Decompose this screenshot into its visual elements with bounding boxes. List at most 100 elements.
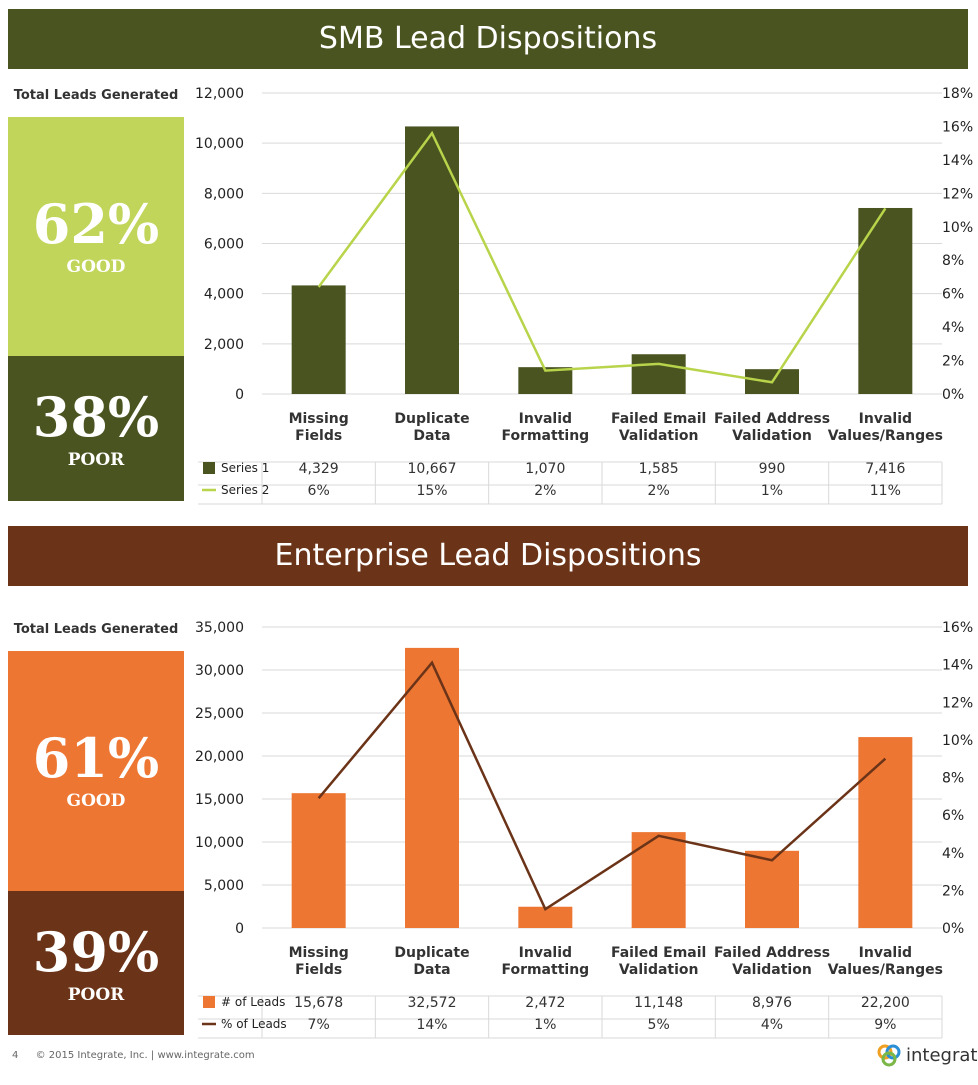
y-right-tick-label: 8%: [942, 253, 964, 269]
y-right-tick-label: 2%: [942, 354, 964, 370]
smb-poor-block: 38% POOR: [8, 356, 184, 501]
y-left-tick-label: 25,000: [195, 706, 244, 722]
table-value: 7,416: [865, 461, 905, 477]
bar: [858, 737, 913, 928]
y-right-tick-label: 8%: [942, 771, 964, 787]
table-value: 2,472: [525, 995, 565, 1011]
category-label: Duplicate Data: [394, 411, 469, 444]
smb-poor-percent: 38%: [32, 385, 160, 449]
integrate-logo: integrate: [876, 1042, 978, 1068]
table-value: 990: [759, 461, 786, 477]
table-value: 10,667: [408, 461, 457, 477]
y-right-tick-label: 18%: [942, 86, 973, 102]
y-left-tick-label: 5,000: [204, 878, 244, 894]
table-value: 2%: [534, 483, 556, 499]
series-line: [317, 130, 887, 384]
bar: [631, 832, 686, 928]
y-right-tick-label: 4%: [942, 846, 964, 862]
table-value: 9%: [874, 1017, 896, 1033]
category-label: Missing Fields: [289, 411, 349, 444]
category-label: Missing Fields: [289, 945, 349, 978]
bar: [518, 906, 573, 928]
legend-label: % of Leads: [221, 1017, 287, 1031]
table-value: 5%: [648, 1017, 670, 1033]
y-right-tick-label: 6%: [942, 287, 964, 303]
y-left-tick-label: 30,000: [195, 663, 244, 679]
table-value: 15%: [416, 483, 447, 499]
enterprise-banner: Enterprise Lead Dispositions: [8, 526, 968, 586]
page-number: 4: [12, 1050, 19, 1061]
enterprise-poor-label: POOR: [67, 985, 125, 1005]
y-left-tick-label: 0: [235, 921, 244, 937]
enterprise-poor-block: 39% POOR: [8, 891, 184, 1035]
enterprise-total-leads-label: Total Leads Generated: [13, 622, 179, 637]
table-value: 4%: [761, 1017, 783, 1033]
y-right-tick-label: 2%: [942, 883, 964, 899]
logo-text: integrate: [906, 1044, 978, 1066]
y-right-tick-label: 10%: [942, 733, 973, 749]
y-left-tick-label: 20,000: [195, 749, 244, 765]
legend-label: Series 1: [221, 461, 269, 475]
category-label: Invalid Values/Ranges: [828, 945, 943, 978]
category-label: Failed Email Validation: [611, 411, 706, 444]
y-right-tick-label: 14%: [942, 153, 973, 169]
bar: [405, 647, 459, 928]
series-line: [317, 660, 887, 912]
bar: [745, 850, 799, 928]
y-right-tick-label: 6%: [942, 808, 964, 824]
bar: [291, 793, 346, 928]
category-label: Failed Email Validation: [611, 945, 706, 978]
y-right-tick-label: 14%: [942, 658, 973, 674]
smb-good-label: GOOD: [66, 257, 126, 277]
category-label: Invalid Formatting: [501, 411, 589, 444]
y-left-tick-label: 35,000: [195, 620, 244, 636]
y-left-tick-label: 10,000: [195, 136, 244, 152]
y-left-tick-label: 0: [235, 387, 244, 403]
category-label: Invalid Values/Ranges: [828, 411, 943, 444]
table-value: 1%: [534, 1017, 556, 1033]
table-value: 7%: [308, 1017, 330, 1033]
enterprise-title: Enterprise Lead Dispositions: [274, 538, 702, 573]
table-value: 6%: [308, 483, 330, 499]
smb-banner: SMB Lead Dispositions: [8, 9, 968, 69]
y-right-tick-label: 16%: [942, 620, 973, 636]
table-value: 2%: [648, 483, 670, 499]
footer: 4 © 2015 Integrate, Inc. | www.integrate…: [12, 1050, 255, 1061]
y-right-tick-label: 12%: [942, 186, 973, 202]
table-value: 1,070: [525, 461, 565, 477]
table-value: 11,148: [634, 995, 683, 1011]
smb-good-block: 62% GOOD: [8, 117, 184, 356]
y-right-tick-label: 10%: [942, 220, 973, 236]
y-right-tick-label: 4%: [942, 320, 964, 336]
table-value: 1,585: [639, 461, 679, 477]
table-value: 8,976: [752, 995, 792, 1011]
y-left-tick-label: 6,000: [204, 237, 244, 253]
table-value: 11%: [870, 483, 901, 499]
smb-good-percent: 62%: [32, 192, 160, 256]
enterprise-good-percent: 61%: [32, 726, 160, 790]
enterprise-poor-percent: 39%: [32, 920, 160, 984]
legend-label: Series 2: [221, 483, 269, 497]
y-right-tick-label: 12%: [942, 695, 973, 711]
y-left-tick-label: 12,000: [195, 86, 244, 102]
category-label: Invalid Formatting: [501, 945, 589, 978]
category-label: Failed Address Validation: [714, 945, 830, 978]
bar: [858, 207, 913, 394]
y-left-tick-label: 10,000: [195, 835, 244, 851]
y-right-tick-label: 0%: [942, 921, 964, 937]
table-value: 15,678: [294, 995, 343, 1011]
legend-swatch-bar: [203, 462, 215, 474]
category-label: Duplicate Data: [394, 945, 469, 978]
enterprise-good-block: 61% GOOD: [8, 651, 184, 891]
y-left-tick-label: 8,000: [204, 186, 244, 202]
category-label: Failed Address Validation: [714, 411, 830, 444]
smb-poor-label: POOR: [67, 450, 125, 470]
table-value: 4,329: [299, 461, 339, 477]
enterprise-good-label: GOOD: [66, 791, 126, 811]
table-value: 22,200: [861, 995, 910, 1011]
bar: [291, 285, 346, 394]
legend-label: # of Leads: [221, 995, 285, 1009]
y-left-tick-label: 2,000: [204, 337, 244, 353]
table-value: 32,572: [408, 995, 457, 1011]
